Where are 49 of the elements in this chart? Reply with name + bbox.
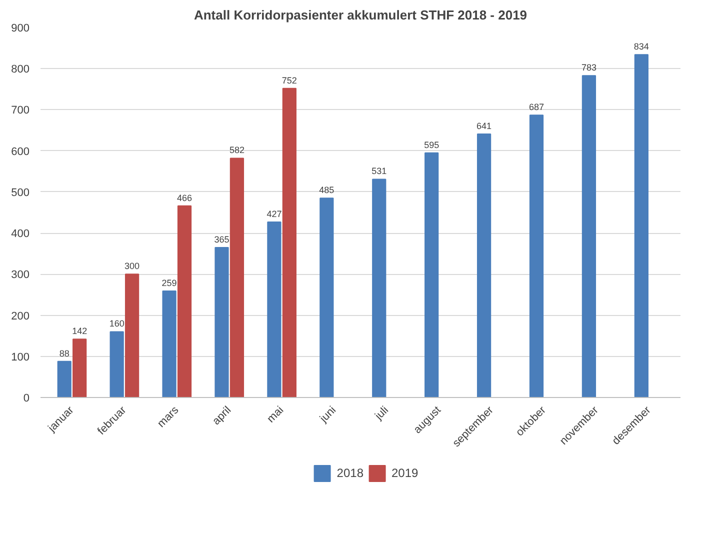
bar xyxy=(529,114,544,398)
chart-title: Antall Korridorpasienter akkumulert STHF 2018 - 2019 xyxy=(194,8,528,22)
y-tick-label: 100 xyxy=(11,351,30,364)
bar xyxy=(214,246,229,398)
data-label: 142 xyxy=(72,326,88,336)
bar xyxy=(230,158,244,398)
y-tick-label: 400 xyxy=(11,228,30,240)
bar xyxy=(582,75,596,398)
data-label: 595 xyxy=(424,140,440,150)
bar xyxy=(72,338,87,398)
bar xyxy=(162,290,176,398)
data-label: 783 xyxy=(581,62,596,73)
data-label: 427 xyxy=(266,208,282,219)
legend-label: 2019 xyxy=(392,466,418,480)
data-label: 582 xyxy=(229,145,244,156)
bar xyxy=(634,54,648,398)
bar xyxy=(476,133,492,398)
y-tick-label: 800 xyxy=(11,64,30,76)
bar xyxy=(177,205,192,398)
x-tick-label: juli xyxy=(372,404,391,423)
y-tick-label: 200 xyxy=(11,310,30,322)
legend-label: 2018 xyxy=(336,466,364,480)
data-label: 531 xyxy=(372,166,387,176)
data-label: 641 xyxy=(476,120,492,131)
y-tick-label: 700 xyxy=(11,104,30,117)
y-tick-label: 300 xyxy=(11,269,30,282)
bar xyxy=(110,331,124,398)
data-label: 160 xyxy=(109,318,124,329)
y-tick-label: 0 xyxy=(23,392,30,404)
x-tick-label: mai xyxy=(265,404,286,426)
bar xyxy=(267,221,282,398)
data-label: 466 xyxy=(176,192,192,203)
bar xyxy=(372,178,386,398)
data-label: 88 xyxy=(59,348,70,358)
data-label: 485 xyxy=(319,185,334,196)
data-label: 687 xyxy=(528,102,544,112)
bar xyxy=(424,152,439,398)
data-label: 752 xyxy=(282,75,297,86)
y-tick-label: 600 xyxy=(11,146,30,158)
data-label: 300 xyxy=(124,261,140,272)
data-label: 834 xyxy=(634,42,649,52)
data-label: 365 xyxy=(214,234,230,244)
y-tick-label: 500 xyxy=(11,186,30,199)
bar xyxy=(282,88,296,398)
bar xyxy=(57,360,72,398)
bar xyxy=(320,198,334,398)
data-label: 259 xyxy=(162,278,177,288)
y-tick-label: 900 xyxy=(11,22,30,34)
bar xyxy=(124,274,140,398)
